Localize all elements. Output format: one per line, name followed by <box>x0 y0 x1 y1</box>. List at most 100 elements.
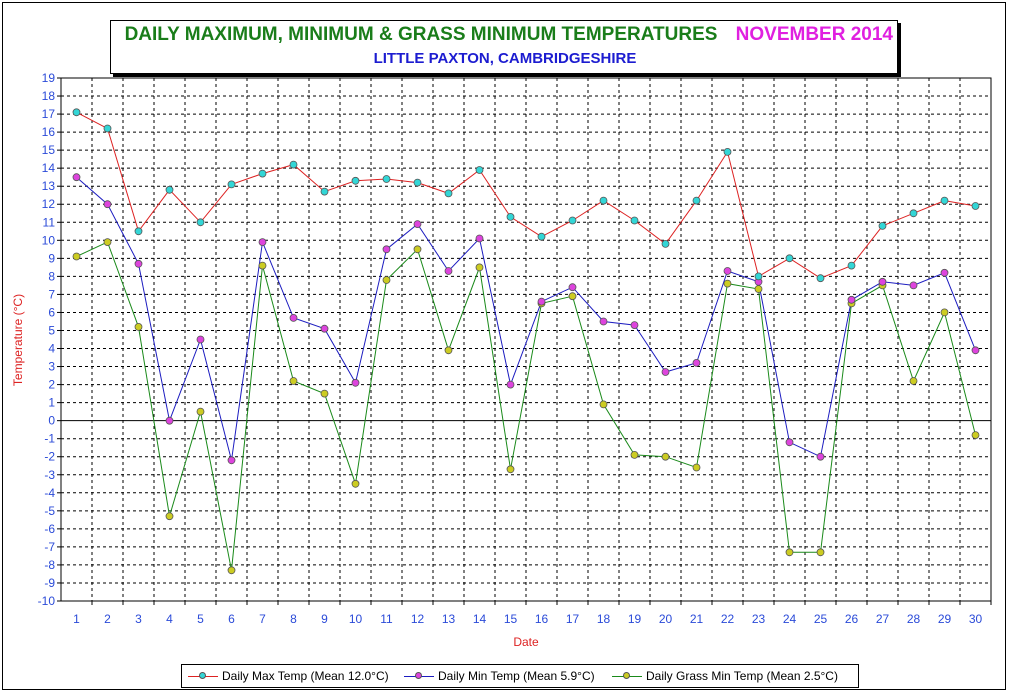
y-tick-label: 16 <box>42 125 56 139</box>
data-point-1 <box>382 245 391 254</box>
x-tick-label: 5 <box>197 612 204 626</box>
data-point-2 <box>444 346 453 355</box>
x-tick-label: 1 <box>73 612 80 626</box>
x-tick-label: 6 <box>228 612 235 626</box>
data-point-2 <box>103 238 112 247</box>
data-point-2 <box>227 566 236 575</box>
data-point-2 <box>909 377 918 385</box>
y-tick-label: 12 <box>42 197 56 211</box>
data-point-0 <box>537 232 546 241</box>
data-point-2 <box>413 245 422 254</box>
chart-subtitle: LITTLE PAXTON, CAMBRIDGESHIRE <box>373 50 637 67</box>
data-point-1 <box>630 321 639 330</box>
data-point-1 <box>320 324 329 333</box>
x-tick-label: 22 <box>721 612 735 626</box>
y-tick-label: -1 <box>44 432 55 446</box>
data-point-0 <box>196 218 205 227</box>
data-point-0 <box>661 239 670 248</box>
y-tick-label: 1 <box>48 396 55 410</box>
x-tick-label: 11 <box>380 612 393 626</box>
data-point-1 <box>909 281 918 290</box>
y-tick-label: 14 <box>42 161 56 175</box>
data-point-1 <box>134 259 143 268</box>
y-tick-label: -4 <box>44 486 55 500</box>
data-point-0 <box>72 108 81 117</box>
data-point-1 <box>196 335 205 344</box>
data-point-0 <box>165 185 174 194</box>
data-point-0 <box>785 254 794 263</box>
data-point-2 <box>630 450 639 459</box>
y-tick-label: 18 <box>42 89 56 103</box>
y-tick-label: -3 <box>44 468 55 482</box>
data-point-0 <box>754 272 763 281</box>
y-tick-label: 7 <box>48 287 55 301</box>
data-point-2 <box>754 285 763 293</box>
y-tick-label: 3 <box>48 360 55 374</box>
y-tick-label: 10 <box>42 233 56 247</box>
chart-title-month: NOVEMBER 2014 <box>735 24 893 45</box>
data-point-0 <box>878 221 887 230</box>
x-tick-label: 14 <box>473 612 487 626</box>
x-tick-label: 29 <box>938 612 952 626</box>
legend-label-min: Daily Min Temp (Mean 5.9°C) <box>438 669 595 683</box>
x-tick-label: 12 <box>411 612 425 626</box>
data-point-1 <box>506 380 515 389</box>
data-point-2 <box>971 431 980 440</box>
legend-marker-grass <box>623 672 630 679</box>
y-tick-label: -10 <box>38 594 56 608</box>
data-point-0 <box>506 212 515 221</box>
data-point-0 <box>320 187 329 196</box>
data-point-0 <box>227 180 236 189</box>
data-point-1 <box>537 297 546 306</box>
y-tick-label: 17 <box>42 107 56 121</box>
data-point-0 <box>258 169 267 178</box>
data-point-2 <box>289 377 298 385</box>
y-tick-label: 19 <box>42 71 56 85</box>
data-point-0 <box>847 261 856 270</box>
data-point-0 <box>599 196 608 205</box>
y-tick-label: 11 <box>43 215 56 229</box>
data-point-0 <box>444 189 453 198</box>
data-point-0 <box>103 124 112 133</box>
data-point-0 <box>568 216 577 225</box>
data-point-0 <box>940 196 949 205</box>
data-point-2 <box>258 261 267 270</box>
data-point-1 <box>413 220 422 229</box>
x-tick-label: 23 <box>752 612 766 626</box>
data-point-0 <box>351 176 360 185</box>
x-tick-label: 19 <box>628 612 642 626</box>
data-point-1 <box>351 378 360 387</box>
series-line-2 <box>76 241 976 571</box>
legend-marker-max <box>199 672 206 679</box>
y-tick-label: 5 <box>48 323 55 337</box>
data-point-1 <box>940 268 949 277</box>
y-tick-label: 4 <box>48 342 55 356</box>
x-tick-label: 10 <box>349 612 363 626</box>
x-tick-label: 8 <box>290 612 297 626</box>
y-tick-label: 0 <box>48 414 55 428</box>
data-point-2 <box>320 389 329 398</box>
data-point-1 <box>258 238 267 247</box>
x-tick-label: 2 <box>104 612 111 626</box>
data-point-0 <box>630 216 639 225</box>
data-point-1 <box>785 438 794 447</box>
x-tick-label: 9 <box>321 612 328 626</box>
legend-label-max: Daily Max Temp (Mean 12.0°C) <box>222 669 389 683</box>
x-tick-label: 28 <box>907 612 921 626</box>
data-point-2 <box>165 512 174 521</box>
data-point-1 <box>692 358 701 367</box>
data-point-2 <box>599 400 608 409</box>
x-tick-label: 17 <box>566 612 580 626</box>
y-tick-label: 8 <box>48 269 55 283</box>
x-tick-label: 18 <box>597 612 611 626</box>
series-line-0 <box>76 111 976 279</box>
x-tick-label: 21 <box>690 612 704 626</box>
data-point-1 <box>847 295 856 304</box>
data-point-2 <box>351 479 360 488</box>
data-point-1 <box>568 283 577 292</box>
x-tick-label: 13 <box>442 612 456 626</box>
data-point-1 <box>878 277 887 286</box>
y-tick-label: 9 <box>48 251 55 265</box>
x-tick-label: 15 <box>504 612 518 626</box>
